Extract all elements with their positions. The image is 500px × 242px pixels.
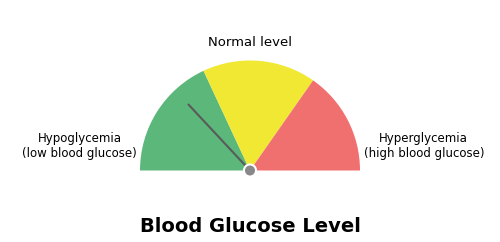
Wedge shape xyxy=(140,71,250,171)
Text: Hyperglycemia
(high blood glucose): Hyperglycemia (high blood glucose) xyxy=(364,132,484,160)
Text: Normal level: Normal level xyxy=(208,37,292,50)
Text: Hypoglycemia
(low blood glucose): Hypoglycemia (low blood glucose) xyxy=(22,132,137,160)
Text: Blood Glucose Level: Blood Glucose Level xyxy=(140,217,360,236)
Wedge shape xyxy=(204,60,313,171)
Wedge shape xyxy=(250,80,360,171)
Circle shape xyxy=(244,165,256,177)
